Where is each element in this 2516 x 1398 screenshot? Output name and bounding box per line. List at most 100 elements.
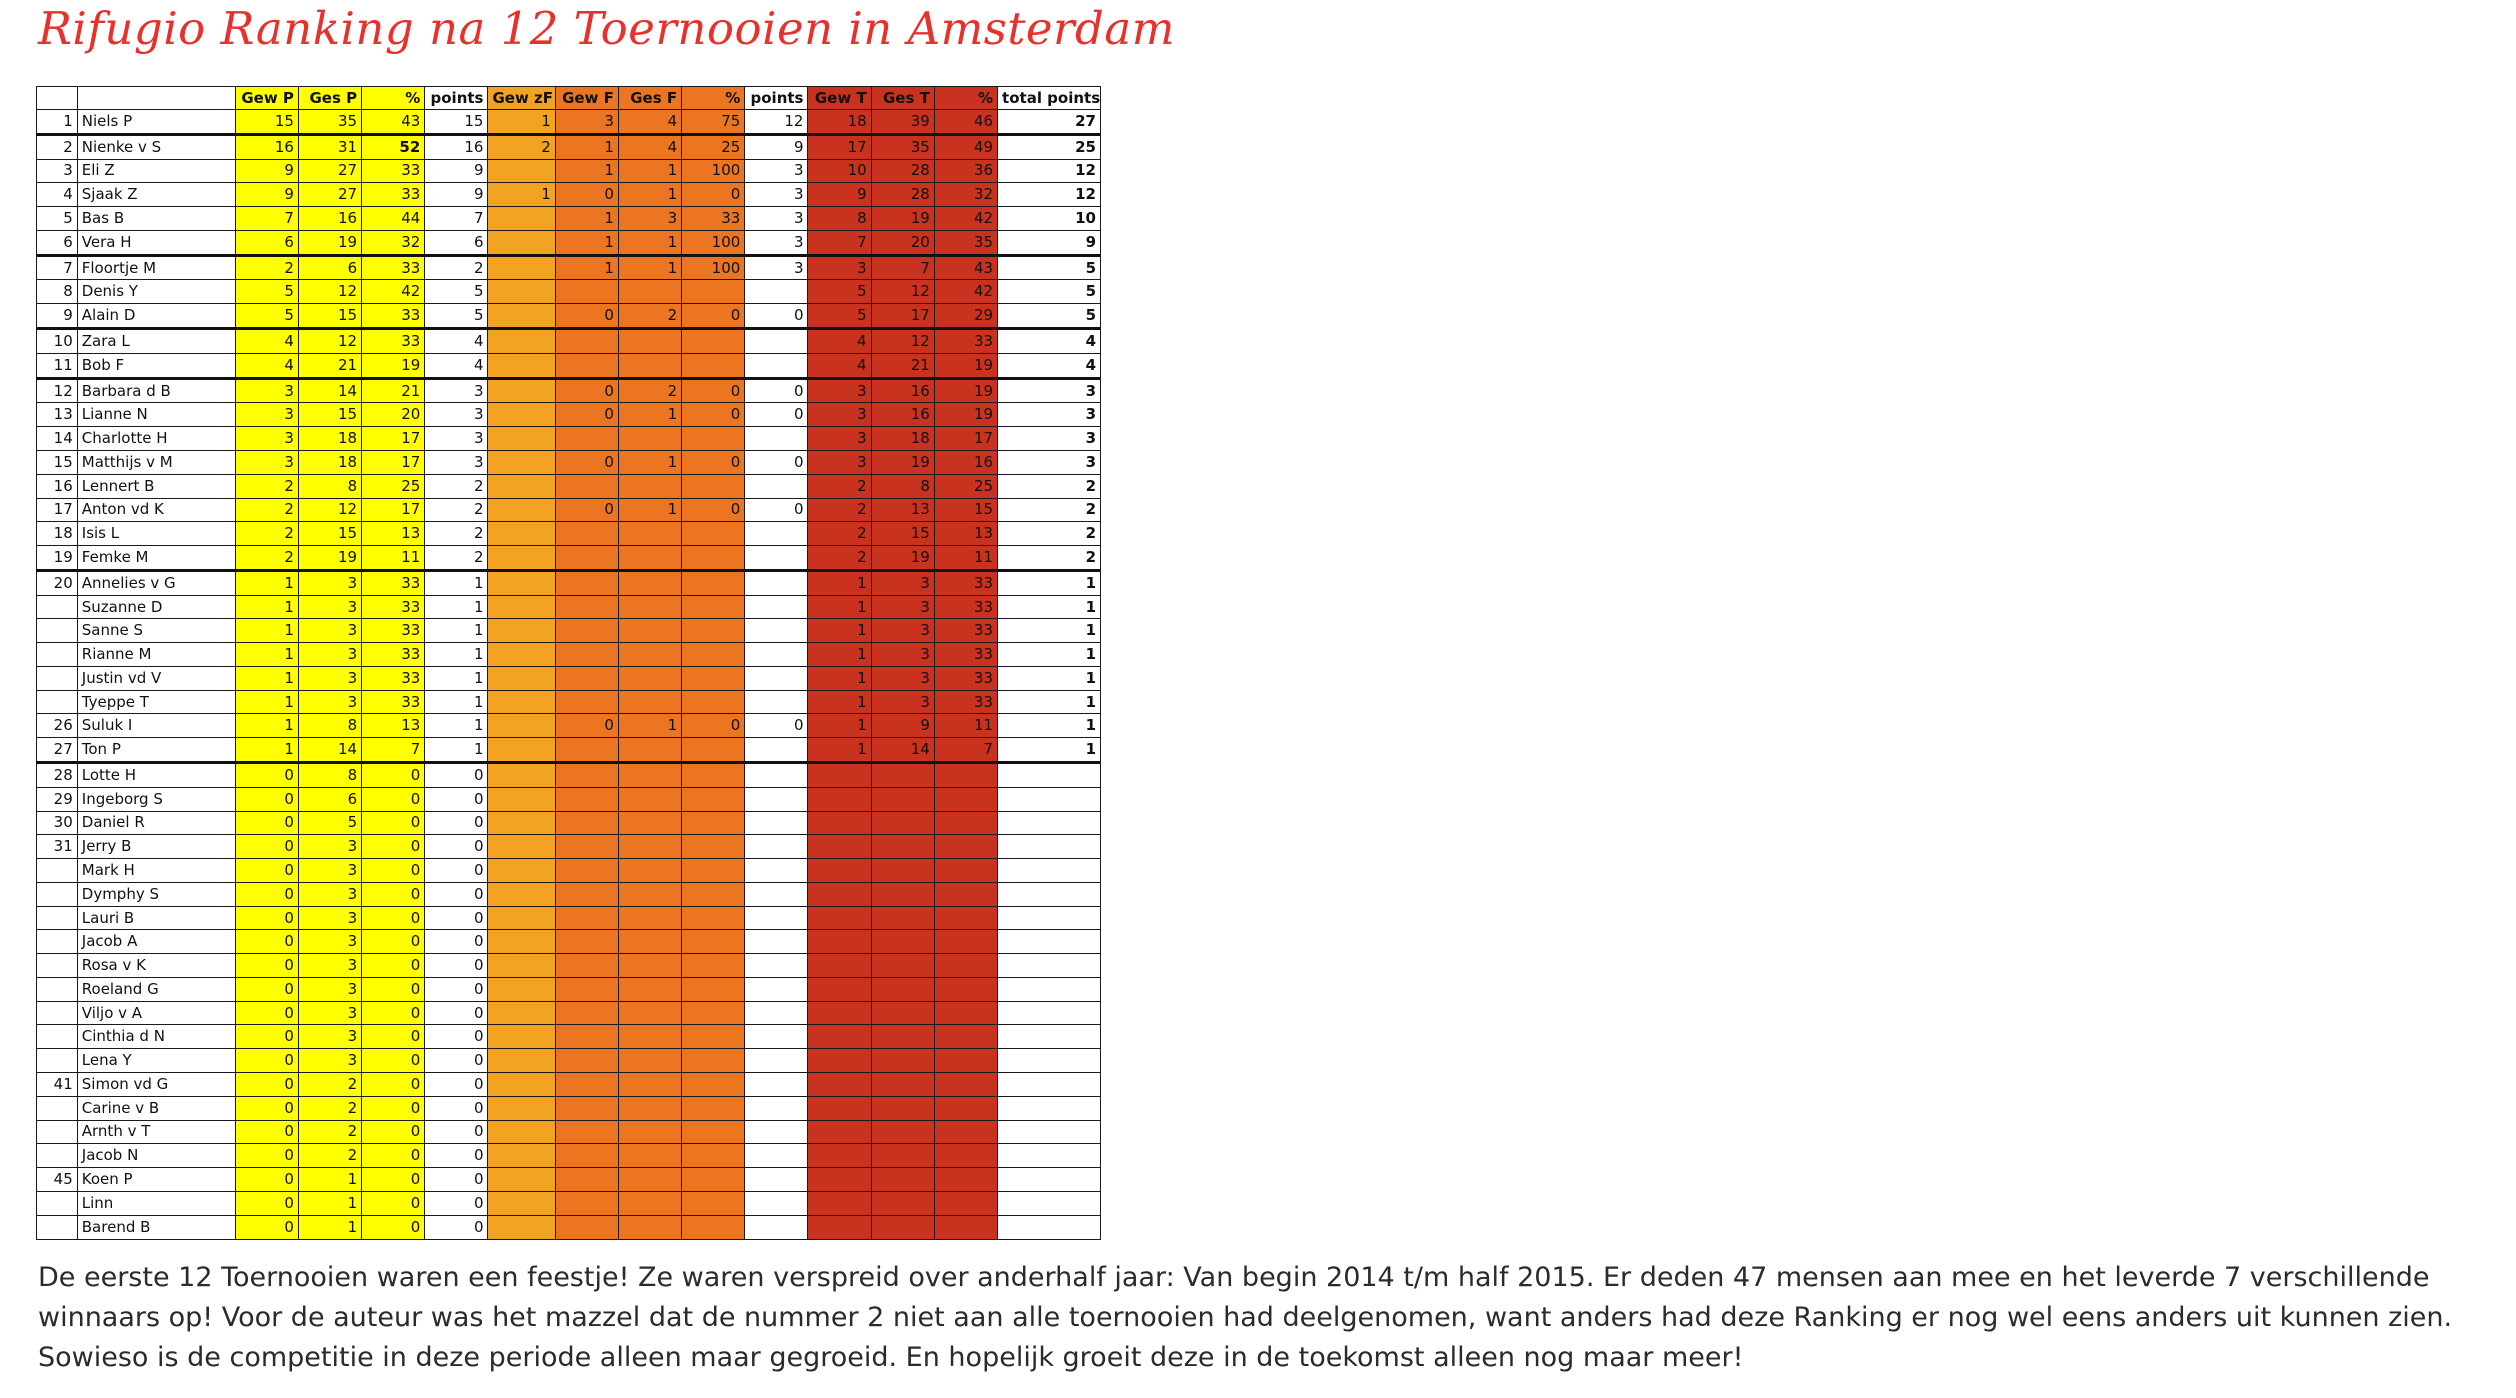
cell-points-f: 0 [744,497,809,523]
cell-gew-f [554,1024,619,1050]
cell-pct-t: 42 [933,206,999,231]
cell-gew-t [807,1143,872,1169]
cell-points-f [744,1000,809,1026]
cell-ges-p: 3 [297,1048,363,1073]
cell-rank: 1 [36,109,78,136]
cell-points-f [744,665,809,691]
cell-name: Barend B [76,1214,236,1241]
cell-gew-zf [487,689,556,715]
cell-points-f [744,905,809,931]
cell-pct-f: 100 [681,254,746,281]
cell-ges-p: 3 [297,929,363,955]
cell-ges-p: 2 [297,1095,363,1121]
cell-ges-p: 3 [297,665,363,691]
cell-pct-p: 0 [361,1072,426,1097]
cell-ges-f [617,473,683,499]
cell-total-points [997,976,1101,1002]
cell-total-points [997,1000,1101,1026]
cell-total-points: 5 [997,254,1101,281]
cell-rank [36,689,78,715]
cell-gew-f [554,976,619,1002]
cell-gew-zf [487,810,556,836]
cell-gew-t [807,976,872,1002]
cell-name: Eli Z [76,158,236,184]
cell-name: Mark H [76,858,236,883]
cell-points-f [744,545,809,572]
cell-ges-f [617,786,683,812]
cell-pct-t: 36 [933,158,999,184]
cell-rank [36,594,78,620]
cell-gew-f [554,834,619,860]
cell-ges-p: 18 [297,449,363,475]
cell-gew-p: 1 [234,594,299,620]
cell-ges-p: 3 [297,642,363,667]
cell-total-points [997,1048,1101,1073]
cell-gew-t: 1 [807,569,872,596]
cell-gew-t [807,1190,872,1216]
cell-gew-f [554,328,619,354]
cell-name: Lianne N [76,402,236,428]
cell-gew-f: 1 [554,229,619,257]
cell-pct-t: 32 [933,182,999,208]
cell-total-points: 2 [997,521,1101,547]
cell-pct-t [933,1024,999,1050]
cell-points-p: 3 [424,449,489,475]
cell-points-f [744,689,809,715]
cell-gew-p: 2 [234,545,299,572]
cell-rank: 8 [36,279,78,305]
cell-rank: 2 [36,133,78,160]
cell-total-points: 12 [997,158,1101,184]
cell-ges-p: 19 [297,229,363,257]
cell-total-points: 3 [997,426,1101,451]
cell-points-p: 0 [424,1072,489,1097]
header-gew-p: Gew P [234,86,299,110]
table-row: 1 Niels P 15 35 43 15 1 3 4 75 12 18 39 46 27 [36,109,1101,136]
cell-ges-t: 28 [870,158,935,184]
cell-gew-t [807,834,872,860]
cell-points-p: 0 [424,881,489,907]
cell-ges-p: 3 [297,953,363,978]
cell-gew-t: 5 [807,303,872,331]
cell-ges-f [617,1024,683,1050]
cell-ges-t [870,834,935,860]
cell-total-points: 3 [997,449,1101,475]
cell-name: Lena Y [76,1048,236,1073]
cell-pct-f [681,328,746,354]
cell-ges-p: 12 [297,497,363,523]
cell-total-points: 5 [997,279,1101,305]
cell-pct-f [681,1095,746,1121]
cell-rank: 16 [36,473,78,499]
cell-ges-f: 1 [617,713,683,739]
cell-points-p: 0 [424,1167,489,1192]
cell-ges-p: 8 [297,473,363,499]
cell-pct-f [681,1190,746,1216]
cell-pct-t [933,1119,999,1145]
cell-gew-p: 0 [234,1214,299,1241]
cell-pct-t: 33 [933,569,999,596]
cell-pct-f: 0 [681,713,746,739]
cell-points-f: 0 [744,303,809,331]
cell-ges-t: 13 [870,497,935,523]
cell-pct-t: 11 [933,713,999,739]
cell-ges-t: 19 [870,545,935,572]
cell-ges-p: 15 [297,402,363,428]
cell-rank: 18 [36,521,78,547]
cell-pct-f [681,953,746,978]
cell-pct-p: 21 [361,377,426,404]
cell-ges-f: 4 [617,109,683,136]
cell-rank: 26 [36,713,78,739]
cell-gew-p: 0 [234,834,299,860]
cell-rank: 5 [36,206,78,231]
cell-pct-t [933,1048,999,1073]
cell-pct-f [681,521,746,547]
cell-ges-p: 3 [297,858,363,883]
cell-total-points: 1 [997,618,1101,644]
cell-ges-p: 12 [297,328,363,354]
cell-gew-p: 1 [234,713,299,739]
cell-pct-p: 33 [361,642,426,667]
cell-name: Niels P [76,109,236,136]
cell-rank [36,929,78,955]
cell-gew-p: 4 [234,352,299,380]
cell-ges-p: 3 [297,881,363,907]
